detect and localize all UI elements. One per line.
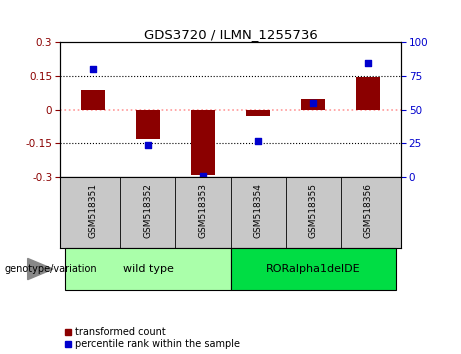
Point (364, 60, 372, 65)
Text: wild type: wild type (123, 264, 173, 274)
Bar (301, 98, 325, 110)
Title: GDS3720 / ILMN_1255736: GDS3720 / ILMN_1255736 (144, 28, 317, 41)
Point (144, 142, 152, 148)
Polygon shape (28, 258, 53, 280)
Point (199, 173, 207, 178)
Text: GSM518354: GSM518354 (254, 183, 262, 238)
Bar (246, 110, 271, 116)
Bar (230, 248, 396, 290)
Text: GSM518355: GSM518355 (308, 183, 318, 238)
Bar (65, 248, 230, 290)
Bar (81, 90, 105, 110)
Point (254, 138, 262, 143)
Text: GSM518351: GSM518351 (89, 183, 97, 238)
Text: GSM518356: GSM518356 (364, 183, 372, 238)
Bar (356, 77, 380, 110)
Point (89, 67, 97, 72)
Point (309, 100, 317, 106)
Text: RORalpha1delDE: RORalpha1delDE (266, 264, 361, 274)
Text: GSM518352: GSM518352 (143, 183, 153, 238)
Bar (136, 110, 160, 139)
Legend: transformed count, percentile rank within the sample: transformed count, percentile rank withi… (65, 327, 240, 349)
Text: genotype/variation: genotype/variation (5, 264, 97, 274)
Text: GSM518353: GSM518353 (199, 183, 207, 238)
Bar (190, 110, 215, 175)
